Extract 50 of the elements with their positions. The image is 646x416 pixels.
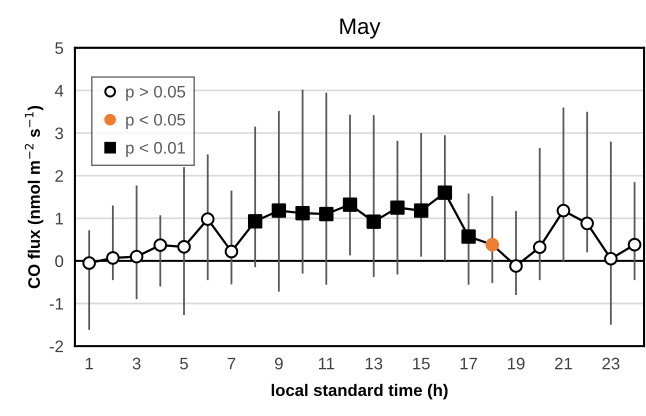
point (580, 216, 594, 230)
point (628, 238, 642, 252)
x-tick-label: 17 (460, 358, 478, 370)
y-tick-label: 0 (55, 255, 64, 268)
legend-label: p < 0.01 (126, 142, 186, 157)
point (248, 214, 262, 228)
legend-label: p > 0.05 (126, 86, 186, 101)
point (390, 200, 405, 215)
x-tick-label: 15 (413, 358, 430, 370)
point (342, 197, 358, 212)
point (319, 206, 334, 222)
point (200, 212, 215, 226)
y-tick-label: -2 (50, 340, 63, 352)
x-tick-label: 21 (555, 358, 572, 370)
point (295, 206, 310, 220)
point (461, 229, 476, 244)
x-tick-label: 19 (508, 358, 524, 370)
point (224, 244, 238, 258)
y-tick-label: 1 (56, 212, 64, 224)
point (82, 256, 96, 270)
x-tick-label: 23 (602, 358, 620, 370)
x-axis-title: local standard time (h) (272, 384, 448, 400)
x-tick-label: 7 (228, 358, 236, 370)
point (486, 238, 500, 252)
point (366, 214, 381, 229)
point (532, 240, 547, 254)
point (556, 204, 570, 218)
point (438, 186, 452, 200)
y-tick-label: 3 (55, 127, 64, 140)
legend-label: p < 0.05 (126, 114, 186, 129)
chart-title: May (340, 18, 380, 39)
x-tick-label: 9 (275, 358, 283, 370)
point (272, 203, 286, 218)
x-tick-label: 13 (366, 358, 382, 370)
y-tick-label: 5 (55, 42, 64, 54)
point (154, 238, 168, 252)
point (130, 250, 144, 264)
point (106, 251, 120, 265)
point (509, 259, 523, 273)
point (177, 240, 191, 254)
y-tick-label: 4 (54, 85, 64, 96)
x-tick-label: 5 (180, 358, 188, 370)
point (604, 252, 618, 266)
x-tick-label: 1 (86, 358, 93, 370)
y-axis-title: CO flux (nmol m$^{−2}$ s$^{−1}$) (24, 106, 44, 288)
x-tick-label: 11 (318, 358, 334, 370)
y-tick-label: -1 (50, 298, 64, 310)
x-tick-label: 3 (132, 358, 140, 370)
point (414, 203, 428, 218)
y-tick-label: 2 (55, 170, 63, 182)
